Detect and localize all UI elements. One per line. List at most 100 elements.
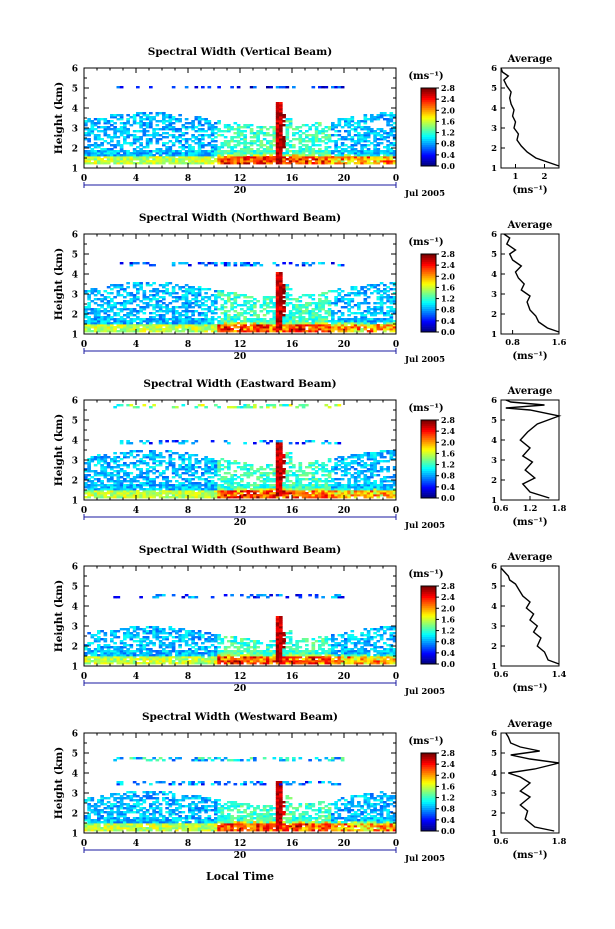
heatmap-cell (158, 162, 163, 165)
heatmap-cell (171, 490, 176, 493)
heatmap-cell (253, 140, 257, 143)
heatmap-cell (100, 318, 104, 321)
heatmap-cell (227, 300, 231, 303)
heatmap-cell (142, 478, 147, 481)
heatmap-cell (275, 312, 280, 315)
heatmap-cell (366, 324, 371, 327)
heatmap-cell (126, 496, 130, 499)
heatmap-cell (386, 124, 390, 127)
heatmap-cell (132, 152, 137, 155)
heatmap-cell (298, 318, 303, 321)
heatmap-cell (145, 114, 150, 117)
heatmap-cell (275, 104, 280, 107)
heatmap-cell (201, 302, 205, 305)
heatmap-cell (113, 122, 117, 125)
heatmap-cell (220, 490, 225, 493)
heatmap-cell (318, 480, 322, 483)
heatmap-cell (132, 142, 137, 145)
heatmap-cell (165, 468, 169, 471)
heatmap-cell (275, 120, 280, 123)
heatmap-cell (217, 134, 221, 137)
heatmap-cell (243, 126, 247, 129)
heatmap-cell (301, 328, 306, 331)
heatmap-cell (301, 488, 306, 491)
heatmap-cell (324, 136, 329, 139)
heatmap-cell (87, 162, 91, 165)
heatmap-cell (194, 476, 199, 479)
heatmap-cell (188, 468, 192, 471)
heatmap-cell (363, 294, 368, 297)
heatmap-cell (139, 152, 143, 155)
heatmap-cell (256, 478, 260, 481)
heatmap-cell (311, 134, 316, 137)
heatmap-cell (279, 468, 283, 471)
heatmap-cell (366, 486, 371, 489)
heatmap-cell (357, 472, 361, 475)
heatmap-cell (210, 160, 215, 163)
heatmap-cell (152, 150, 156, 153)
heatmap-cell (272, 320, 277, 323)
heatmap-cell (155, 290, 160, 293)
heatmap-cell (389, 476, 394, 479)
heatmap-cell (197, 262, 202, 265)
heatmap-cell (191, 136, 195, 139)
heatmap-cell (311, 262, 316, 265)
heatmap-cell (162, 116, 166, 119)
heatmap-cell (324, 158, 329, 161)
heatmap-cell (347, 126, 351, 129)
heatmap-cell (230, 128, 234, 131)
heatmap-cell (132, 162, 137, 165)
heatmap-cell (116, 292, 121, 295)
heatmap-cell (324, 312, 329, 315)
heatmap-cell (165, 304, 169, 307)
heatmap-cell (259, 318, 264, 321)
heatmap-cell (272, 304, 277, 307)
heatmap-cell (217, 150, 221, 153)
heatmap-cell (344, 144, 348, 147)
heatmap-cell (389, 120, 394, 123)
heatmap-cell (93, 144, 98, 147)
heatmap-cell (188, 288, 192, 291)
x-tick-label: 16 (286, 174, 299, 184)
heatmap-cell (217, 478, 221, 481)
heatmap-cell (214, 404, 218, 407)
heatmap-cell (152, 116, 156, 119)
heatmap-cell (236, 322, 241, 325)
heatmap-cell (139, 150, 143, 153)
heatmap-cell (87, 494, 91, 497)
heatmap-cell (350, 320, 355, 323)
heatmap-cell (204, 288, 208, 291)
heatmap-cell (100, 488, 104, 491)
heatmap-cell (275, 116, 280, 119)
heatmap-cell (175, 136, 179, 139)
heatmap-cell (90, 312, 95, 315)
heatmap-cell (233, 314, 238, 317)
heatmap-cell (123, 454, 127, 457)
heatmap-cell (165, 136, 169, 139)
heatmap-cell (288, 302, 293, 305)
heatmap-cell (220, 144, 225, 147)
heatmap-cell (126, 122, 130, 125)
heatmap-cell (331, 322, 335, 325)
heatmap-cell (171, 314, 176, 317)
heatmap-cell (204, 122, 208, 125)
heatmap-cell (366, 306, 371, 309)
heatmap-cell (337, 150, 342, 153)
heatmap-cell (360, 144, 364, 147)
heatmap-cell (149, 150, 153, 153)
heatmap-cell (272, 488, 277, 491)
heatmap-cell (324, 322, 329, 325)
heatmap-cell (305, 302, 309, 305)
heatmap-cell (340, 152, 345, 155)
heatmap-cell (165, 150, 169, 153)
heatmap-cell (171, 152, 176, 155)
heatmap-cell (100, 162, 104, 165)
heatmap-cell (253, 404, 257, 407)
heatmap-cell (181, 328, 186, 331)
heatmap-cell (236, 152, 241, 155)
heatmap-cell (87, 496, 91, 499)
heatmap-cell (353, 480, 358, 483)
heatmap-cell (279, 104, 283, 107)
heatmap-cell (259, 406, 264, 409)
heatmap-cell (230, 474, 234, 477)
